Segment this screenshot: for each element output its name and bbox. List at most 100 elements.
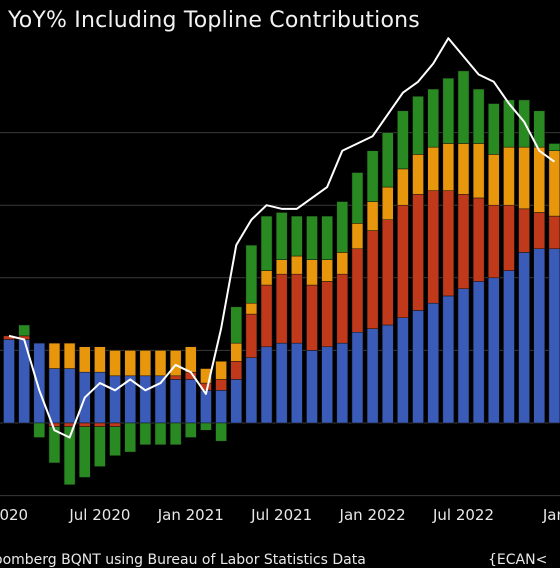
bar-red-28: [427, 190, 439, 304]
bar-red-27: [412, 194, 424, 311]
bar-red-35: [533, 212, 545, 250]
bar-orange-10: [154, 350, 167, 377]
bar-red-33: [503, 204, 515, 271]
topline-line: [8, 37, 555, 439]
bar-blue-7: [109, 375, 121, 424]
bar-orange-17: [260, 270, 273, 286]
bar-orange-5: [79, 346, 91, 373]
x-tick-label-5: Jul 2022: [432, 506, 494, 524]
bar-green-29: [442, 77, 455, 144]
bar-red-16: [245, 313, 258, 358]
bar-orange-14: [215, 361, 227, 380]
bar-orange-30: [457, 143, 470, 195]
bar-green-27: [412, 96, 424, 155]
bar-orange-35: [533, 146, 545, 213]
bar-blue-36: [548, 248, 560, 424]
bar-red-19: [291, 273, 303, 344]
bar-green-neg-3: [48, 426, 61, 464]
x-tick-label-0: 2020: [0, 506, 28, 524]
bar-blue-3: [48, 368, 61, 424]
bar-red-18: [275, 273, 288, 344]
bar-blue-30: [457, 288, 470, 424]
bar-green-1: [18, 324, 30, 337]
bar-orange-25: [382, 186, 394, 220]
bar-red-20: [306, 284, 318, 351]
bar-green-26: [397, 110, 409, 170]
bar-green-15: [230, 306, 242, 344]
bar-orange-3: [48, 342, 61, 369]
bar-red-15: [230, 361, 242, 380]
bar-orange-33: [503, 146, 515, 206]
bar-blue-23: [351, 332, 364, 424]
bar-blue-2: [33, 342, 46, 424]
bar-orange-24: [366, 201, 379, 231]
bar-green-18: [275, 212, 288, 260]
bar-green-33: [503, 99, 515, 148]
bar-red-17: [260, 284, 273, 348]
bar-blue-15: [230, 379, 242, 424]
bar-orange-22: [336, 252, 349, 275]
bar-blue-9: [139, 375, 152, 424]
bar-green-17: [260, 215, 273, 271]
bar-green-20: [306, 215, 318, 260]
bar-green-32: [488, 103, 500, 155]
bar-red-11: [169, 375, 182, 380]
bar-orange-23: [351, 223, 364, 250]
x-tick-label-4: Jan 2022: [339, 506, 406, 524]
chart-title: YoY% Including Topline Contributions: [8, 8, 420, 33]
bar-green-19: [291, 215, 303, 257]
bar-blue-22: [336, 342, 349, 424]
bar-blue-29: [442, 295, 455, 424]
bar-red-25: [382, 219, 394, 326]
bar-red-32: [488, 204, 500, 279]
bar-red-36: [548, 215, 560, 250]
bar-orange-8: [124, 350, 136, 377]
bar-green-neg-2: [33, 422, 46, 438]
bar-orange-26: [397, 168, 409, 206]
bar-red-14: [215, 379, 227, 391]
bar-red-31: [472, 197, 485, 282]
bar-green-28: [427, 88, 439, 148]
bar-green-21: [321, 215, 333, 260]
bar-green-neg-8: [124, 422, 136, 453]
bar-red-30: [457, 194, 470, 289]
bar-blue-17: [260, 346, 273, 424]
bar-green-neg-9: [139, 422, 152, 446]
bar-orange-16: [245, 302, 258, 315]
bar-orange-4: [63, 342, 76, 369]
bar-orange-29: [442, 143, 455, 191]
bar-blue-20: [306, 350, 318, 424]
bar-orange-18: [275, 259, 288, 275]
source-text: oomberg BQNT using Bureau of Labor Stati…: [0, 552, 366, 568]
bar-orange-19: [291, 255, 303, 275]
bar-blue-6: [94, 371, 106, 424]
bar-orange-13: [200, 368, 212, 384]
bar-blue-16: [245, 357, 258, 424]
x-tick-label-6: Jan: [542, 506, 560, 524]
bar-orange-32: [488, 154, 500, 206]
bar-green-16: [245, 244, 258, 304]
bar-green-neg-6: [94, 426, 106, 467]
bar-red-neg-7: [109, 422, 121, 427]
bar-blue-12: [185, 379, 197, 424]
bar-blue-25: [382, 324, 394, 424]
bar-orange-21: [321, 259, 333, 282]
bar-green-22: [336, 201, 349, 253]
bar-orange-28: [427, 146, 439, 191]
bar-blue-33: [503, 270, 515, 424]
bar-blue-0: [3, 339, 15, 424]
bar-blue-26: [397, 317, 409, 424]
bar-green-neg-13: [200, 422, 212, 431]
bar-red-34: [518, 208, 530, 253]
bar-orange-9: [139, 350, 152, 377]
bar-red-neg-6: [94, 422, 106, 427]
bar-blue-13: [200, 390, 212, 424]
bar-green-neg-14: [215, 422, 227, 442]
bar-blue-35: [533, 248, 545, 424]
bar-green-neg-10: [154, 422, 167, 446]
x-tick-label-2: Jan 2021: [157, 506, 224, 524]
bar-green-neg-5: [79, 426, 91, 478]
bar-green-36: [548, 143, 560, 152]
bar-orange-31: [472, 143, 485, 199]
